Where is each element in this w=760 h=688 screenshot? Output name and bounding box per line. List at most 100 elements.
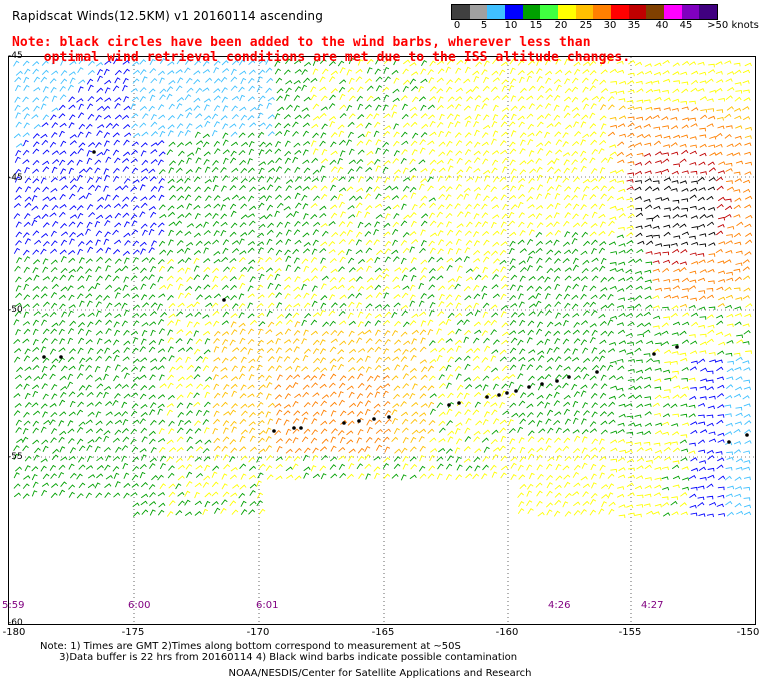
wind-barb [329, 184, 336, 191]
lat-label: -50 [8, 305, 23, 315]
wind-barb [618, 474, 626, 478]
wind-barb [681, 321, 690, 326]
wind-barb [330, 204, 338, 210]
wind-barb [717, 125, 725, 130]
wind-barb [419, 445, 426, 452]
wind-barb [581, 429, 589, 435]
wind-barb [589, 70, 597, 76]
wind-barb [635, 232, 643, 238]
wind-barb [374, 304, 382, 309]
wind-barb [735, 412, 743, 417]
wind-barb [682, 288, 689, 292]
wind-barb [265, 329, 273, 335]
wind-barb [500, 221, 507, 228]
wind-barb [105, 355, 112, 362]
wind-barb [547, 166, 554, 173]
wind-barb [598, 176, 605, 182]
wind-barb [508, 247, 515, 255]
wind-barb [429, 131, 437, 137]
wind-barb [589, 336, 596, 344]
wind-barb [348, 320, 356, 326]
wind-barb [571, 194, 578, 201]
wind-barb [535, 231, 543, 238]
wind-barb [727, 360, 734, 365]
wind-barb [59, 150, 67, 155]
wind-barb [491, 159, 499, 166]
wind-barb [734, 386, 743, 391]
wind-barb [697, 439, 706, 445]
wind-barb [626, 179, 634, 183]
wind-barb [609, 205, 617, 210]
wind-barb [465, 239, 473, 246]
wind-barb [726, 367, 734, 373]
wind-barb [680, 413, 688, 418]
wind-barb [724, 286, 732, 292]
wind-barb [465, 465, 473, 471]
wind-barb [474, 274, 482, 280]
wind-barb [707, 108, 715, 112]
wind-barb [104, 365, 111, 372]
wind-barb [141, 257, 149, 262]
wind-barb [166, 439, 174, 445]
wind-barb [708, 431, 716, 435]
wind-barb [60, 239, 68, 246]
wind-barb [707, 161, 715, 166]
wind-barb [438, 393, 446, 399]
wind-barb [644, 322, 652, 327]
wind-barb [221, 284, 229, 290]
wind-barb [204, 115, 212, 121]
wind-barb [319, 140, 326, 147]
wind-barb [581, 267, 589, 274]
wind-barb [526, 464, 533, 471]
wind-barb [681, 366, 689, 371]
wind-barb [319, 247, 327, 254]
wind-barb [663, 215, 671, 219]
wind-barb [545, 150, 553, 156]
wind-barb [499, 349, 507, 355]
wind-barb [114, 411, 122, 417]
wind-barb [148, 88, 156, 94]
wind-barb [265, 148, 273, 155]
wind-barb [87, 347, 94, 354]
wind-barb [464, 58, 471, 65]
wind-barb [140, 403, 148, 409]
wind-barb [563, 220, 570, 227]
wind-barb [403, 340, 411, 346]
wind-barb [113, 175, 120, 182]
wind-barb [645, 261, 653, 265]
wind-barb [383, 348, 390, 355]
wind-barb [527, 436, 535, 442]
wind-barb [409, 392, 416, 400]
wind-barb [699, 243, 707, 247]
wind-barb [230, 222, 238, 229]
wind-barb [663, 224, 671, 229]
wind-barb [212, 212, 219, 219]
wind-barb [103, 446, 111, 452]
wind-barb [193, 204, 201, 210]
wind-barb [518, 212, 525, 219]
wind-barb [672, 447, 681, 453]
wind-barb [158, 177, 165, 184]
wind-barb [590, 222, 598, 228]
wind-barb [50, 86, 57, 93]
wind-barb [733, 441, 742, 445]
wind-barb [205, 77, 213, 83]
wind-barb [409, 300, 416, 307]
wind-barb [733, 352, 741, 357]
wind-barb [32, 178, 40, 184]
wind-barb [265, 465, 273, 471]
wind-barb [283, 69, 291, 75]
wind-barb [310, 185, 318, 191]
wind-barb [429, 408, 436, 415]
wind-barb [411, 429, 419, 435]
wind-barb [294, 293, 302, 300]
wind-barb [356, 437, 363, 444]
wind-barb [725, 294, 734, 299]
wind-barb [582, 483, 590, 488]
wind-barb [698, 295, 707, 301]
wind-barb [257, 339, 264, 346]
wind-barb [312, 312, 321, 317]
wind-barb [661, 496, 669, 500]
wind-barb [492, 58, 499, 65]
wind-barb [742, 395, 750, 400]
